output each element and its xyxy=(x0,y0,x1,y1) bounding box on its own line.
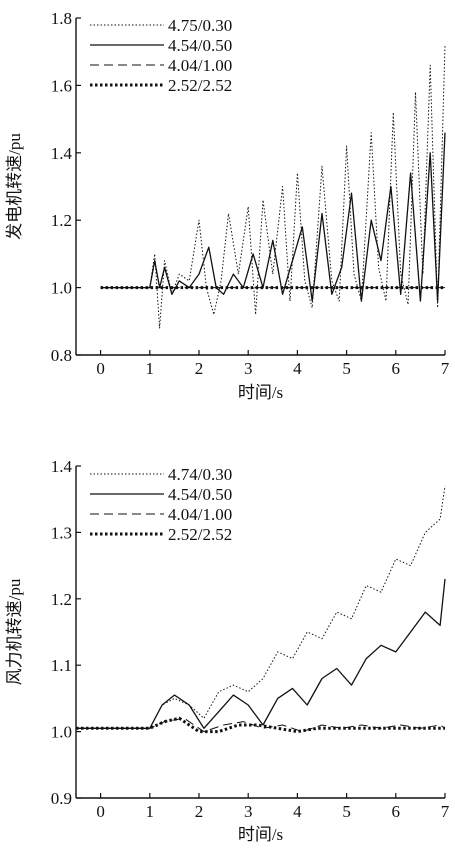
legend-label: 4.04/1.00 xyxy=(168,56,232,75)
x-axis-title: 时间/s xyxy=(238,383,283,402)
legend-label: 2.52/2.52 xyxy=(168,76,232,95)
y-tick-label: 1.0 xyxy=(51,279,72,298)
x-tick-label: 1 xyxy=(146,802,155,821)
y-tick-label: 0.8 xyxy=(51,346,72,365)
series-line-4 xyxy=(76,716,445,734)
legend-label: 2.52/2.52 xyxy=(168,525,232,544)
x-tick-label: 3 xyxy=(244,359,253,378)
legend-label: 4.54/0.50 xyxy=(168,36,232,55)
x-tick-label: 0 xyxy=(96,802,105,821)
y-axis-title: 风力机转速/pu xyxy=(5,578,24,685)
x-axis-title: 时间/s xyxy=(238,825,283,844)
x-tick-label: 5 xyxy=(342,802,351,821)
y-tick-label: 1.2 xyxy=(51,590,72,609)
y-tick-label: 1.3 xyxy=(51,523,72,542)
series-line-1 xyxy=(76,485,446,729)
x-tick-label: 3 xyxy=(244,802,253,821)
x-tick-label: 6 xyxy=(392,802,401,821)
series-line-2 xyxy=(76,578,446,729)
x-tick-label: 2 xyxy=(195,802,204,821)
x-tick-label: 5 xyxy=(342,359,351,378)
x-tick-label: 7 xyxy=(441,359,450,378)
chart-panel-2: 0 1 2 3 4 5 6 7 0.9 1.0 1.1 1.2 1.3 1.4 时间/s 风力机转速/pu 4.… xyxy=(5,457,450,844)
legend-label: 4.74/0.30 xyxy=(168,465,232,484)
y-tick-label: 1.2 xyxy=(51,211,72,230)
x-tick-label: 4 xyxy=(293,802,302,821)
x-tick-label: 7 xyxy=(441,802,450,821)
y-tick-label: 0.9 xyxy=(51,789,72,808)
series-line-2 xyxy=(100,132,446,302)
y-tick-label: 1.6 xyxy=(51,76,72,95)
legend-label: 4.04/1.00 xyxy=(168,505,232,524)
y-axis-title: 发电机转速/pu xyxy=(5,133,24,240)
y-tick-label: 1.1 xyxy=(51,656,72,675)
legend-label: 4.54/0.50 xyxy=(168,485,232,504)
x-tick-label: 1 xyxy=(146,359,155,378)
legend-label: 4.75/0.30 xyxy=(168,16,232,35)
x-tick-label: 0 xyxy=(96,359,105,378)
y-tick-label: 1.0 xyxy=(51,723,72,742)
y-tick-label: 1.4 xyxy=(51,144,73,163)
x-tick-label: 6 xyxy=(392,359,401,378)
x-tick-label: 4 xyxy=(293,359,302,378)
series-line-1 xyxy=(100,44,446,329)
x-tick-label: 2 xyxy=(195,359,204,378)
chart-panel-1: 0 1 2 3 4 5 6 7 0.8 1.0 1.2 1.4 1.6 1.8 时间/s 发电机转速/pu 4.… xyxy=(5,9,450,402)
y-tick-label: 1.8 xyxy=(51,9,72,28)
y-tick-label: 1.4 xyxy=(51,457,73,476)
